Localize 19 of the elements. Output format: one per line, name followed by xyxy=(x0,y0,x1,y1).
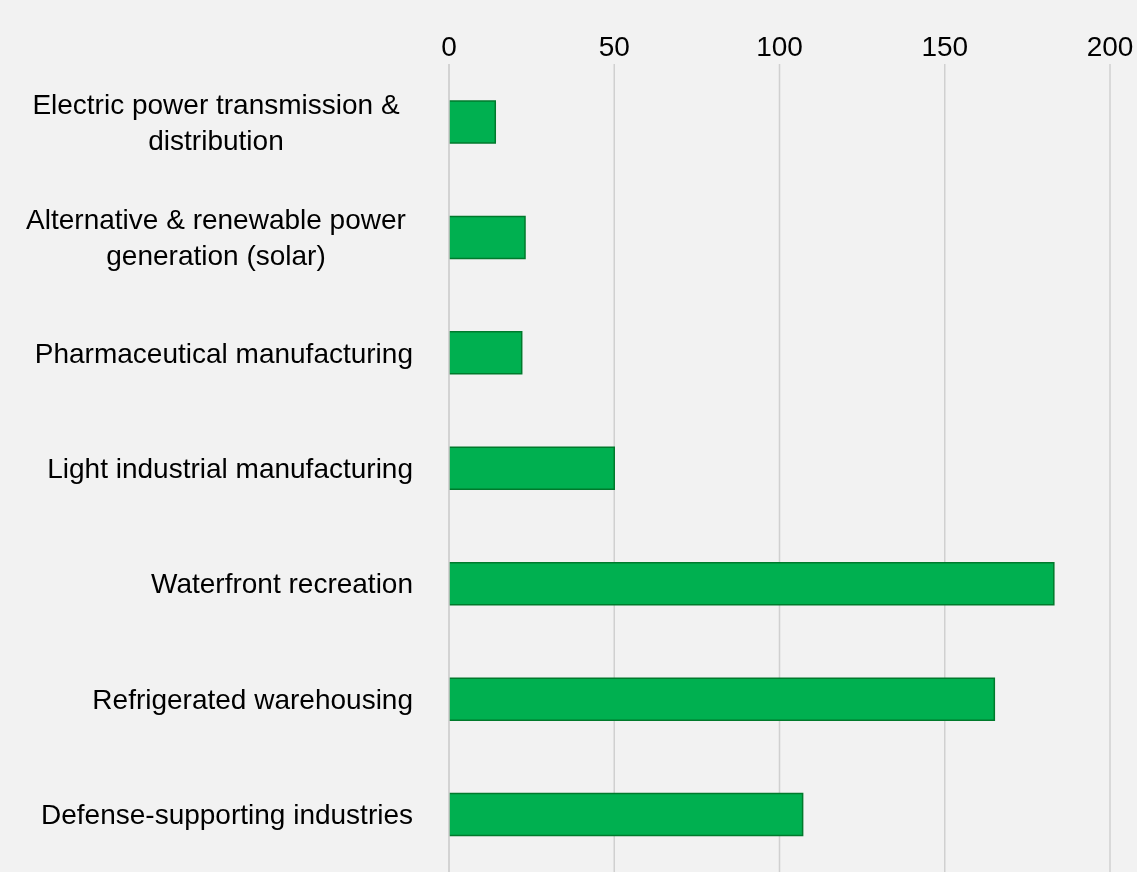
bar xyxy=(449,677,996,721)
x-tick-label: 150 xyxy=(921,31,969,62)
y-tick-label: Defense-supporting industries xyxy=(41,798,413,830)
bar xyxy=(449,331,523,375)
x-tick-label: 100 xyxy=(756,31,803,62)
x-tick-label: 50 xyxy=(598,31,630,62)
bar xyxy=(449,100,497,144)
y-tick-label: Light industrial manufacturing xyxy=(47,452,413,484)
y-tick-label: Electric power transmission & distribution xyxy=(32,88,400,156)
bar xyxy=(449,446,615,491)
y-tick-label: Pharmaceutical manufacturing xyxy=(34,337,413,369)
bar xyxy=(449,215,526,260)
bar xyxy=(449,561,1055,606)
x-tick-label: 200 xyxy=(1086,31,1134,62)
x-tick-label: 0 xyxy=(441,31,457,62)
y-tick-label: Alternative & renewable power generation (solar) xyxy=(26,203,406,271)
y-tick-label: Waterfront recreation xyxy=(151,567,413,599)
y-tick-label: Refrigerated warehousing xyxy=(92,683,413,715)
bar xyxy=(449,792,804,837)
